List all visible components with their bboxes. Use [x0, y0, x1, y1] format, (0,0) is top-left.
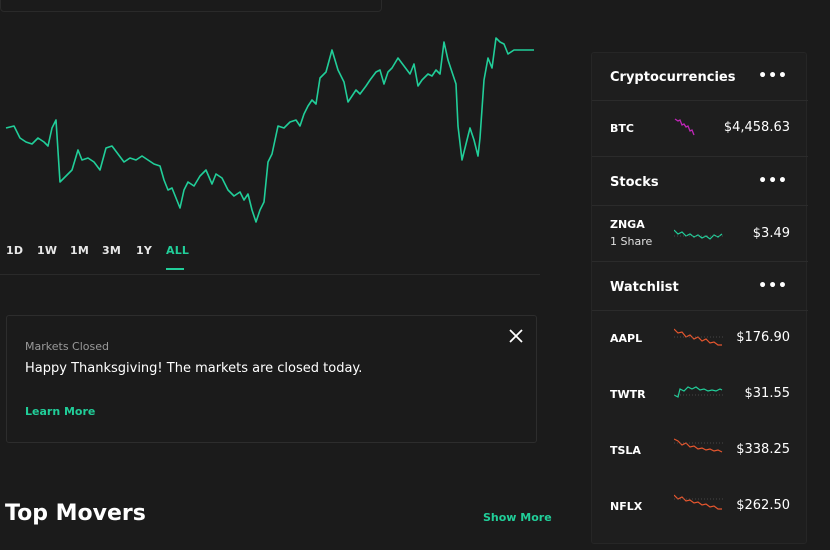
- stocks-section-title: Stocks: [610, 175, 659, 190]
- market-notice-card: Markets Closed Happy Thanksgiving! The m…: [6, 315, 537, 443]
- range-tab-all[interactable]: ALL: [166, 244, 189, 270]
- sparkline-aapl: [674, 328, 724, 346]
- portfolio-line: [5, 37, 534, 223]
- list-item-znga[interactable]: ZNGA 1 Share $3.49: [592, 206, 808, 262]
- market-notice-message: Happy Thanksgiving! The markets are clos…: [25, 361, 363, 376]
- symbol-label: AAPL: [610, 332, 643, 345]
- range-tab-3m[interactable]: 3M: [102, 244, 122, 257]
- list-item-tsla[interactable]: TSLA $338.25: [592, 423, 808, 479]
- list-item-btc[interactable]: BTC $4,458.63: [592, 101, 808, 157]
- sparkline-tsla: [674, 438, 724, 453]
- ellipsis-icon[interactable]: •••: [758, 68, 788, 84]
- range-selector: 1D 1W 1M 3M 1Y ALL: [6, 244, 189, 270]
- ellipsis-icon[interactable]: •••: [758, 278, 788, 294]
- range-tab-1d[interactable]: 1D: [6, 244, 24, 257]
- range-tab-1m[interactable]: 1M: [70, 244, 90, 257]
- watchlist-section-title: Watchlist: [610, 280, 679, 295]
- watchlist-section-header: Watchlist •••: [592, 263, 808, 311]
- market-status-label: Markets Closed: [25, 340, 109, 353]
- price-label: $31.55: [744, 386, 791, 401]
- stocks-section-header: Stocks •••: [592, 158, 808, 206]
- list-item-twtr[interactable]: TWTR $31.55: [592, 367, 808, 423]
- sparkline-btc: [674, 118, 695, 136]
- symbol-label: TWTR: [610, 388, 646, 401]
- portfolio-line-chart[interactable]: [0, 30, 540, 230]
- symbol-label: NFLX: [610, 500, 643, 513]
- price-label: $3.49: [752, 226, 790, 241]
- sidebar-panel: Cryptocurrencies ••• BTC $4,458.63 Stock…: [591, 52, 808, 544]
- top-movers-heading: Top Movers: [5, 501, 146, 526]
- symbol-label: ZNGA: [610, 218, 645, 231]
- show-more-link[interactable]: Show More: [483, 511, 552, 524]
- price-label: $176.90: [736, 330, 790, 345]
- list-item-nflx[interactable]: NFLX $262.50: [592, 479, 808, 535]
- range-tab-1y[interactable]: 1Y: [136, 244, 153, 257]
- crypto-section-header: Cryptocurrencies •••: [592, 53, 808, 101]
- crypto-section-title: Cryptocurrencies: [610, 70, 736, 85]
- price-label: $4,458.63: [723, 120, 790, 135]
- sparkline-znga: [674, 229, 724, 240]
- symbol-label: BTC: [610, 122, 634, 135]
- price-label: $262.50: [736, 498, 790, 513]
- range-tab-1w[interactable]: 1W: [37, 244, 58, 257]
- top-card-edge: [0, 0, 382, 12]
- shares-label: 1 Share: [610, 235, 653, 248]
- sparkline-nflx: [674, 494, 724, 510]
- learn-more-link[interactable]: Learn More: [25, 405, 96, 418]
- close-icon[interactable]: [506, 326, 526, 346]
- sparkline-twtr: [674, 386, 724, 398]
- price-label: $338.25: [736, 442, 790, 457]
- list-item-aapl[interactable]: AAPL $176.90: [592, 311, 808, 367]
- divider: [0, 274, 540, 275]
- ellipsis-icon[interactable]: •••: [758, 173, 788, 189]
- symbol-label: TSLA: [610, 444, 641, 457]
